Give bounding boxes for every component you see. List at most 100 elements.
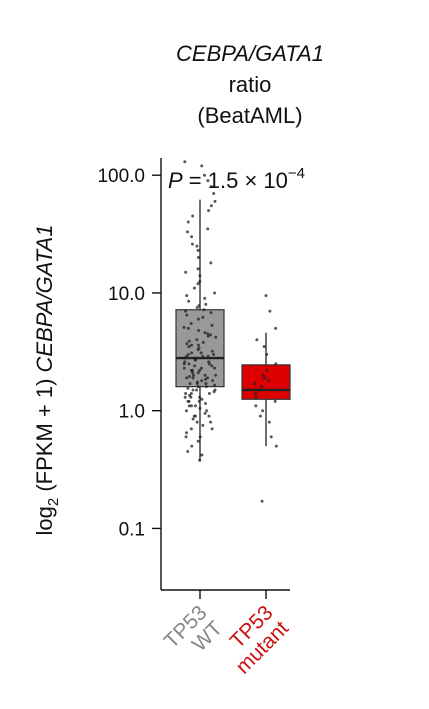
data-point-0-73 bbox=[207, 209, 211, 213]
data-point-0-96 bbox=[197, 328, 201, 332]
data-point-0-102 bbox=[211, 379, 215, 383]
data-point-0-121 bbox=[184, 270, 188, 274]
data-point-0-112 bbox=[187, 404, 191, 408]
data-point-1-23 bbox=[264, 294, 268, 298]
y-axis-label-subscript: 2 bbox=[45, 498, 62, 506]
x-tick-label-1: TP53mutant bbox=[216, 601, 293, 678]
data-point-1-4 bbox=[258, 414, 262, 418]
data-point-0-7 bbox=[210, 427, 214, 431]
data-point-0-38 bbox=[187, 362, 191, 366]
data-point-0-48 bbox=[201, 340, 205, 344]
data-point-0-78 bbox=[206, 179, 210, 183]
data-point-0-2 bbox=[186, 450, 190, 454]
data-point-0-37 bbox=[193, 364, 197, 368]
data-point-0-131 bbox=[182, 325, 186, 329]
data-point-0-19 bbox=[198, 395, 202, 399]
data-point-0-86 bbox=[204, 382, 208, 386]
boxes-layer bbox=[175, 199, 291, 462]
data-point-0-75 bbox=[213, 199, 217, 203]
data-point-1-12 bbox=[253, 382, 257, 386]
data-point-0-52 bbox=[186, 326, 190, 330]
data-point-0-126 bbox=[189, 391, 193, 395]
data-point-1-8 bbox=[254, 395, 258, 399]
data-point-0-93 bbox=[196, 348, 200, 352]
data-point-0-70 bbox=[206, 227, 210, 231]
data-point-0-88 bbox=[191, 371, 195, 375]
data-point-0-113 bbox=[183, 395, 187, 399]
data-point-0-66 bbox=[196, 256, 200, 260]
data-point-0-29 bbox=[200, 379, 204, 383]
data-point-0-13 bbox=[184, 409, 188, 413]
x-tick-label-0: TP53WT bbox=[160, 601, 227, 668]
data-point-0-16 bbox=[204, 402, 208, 406]
data-point-1-21 bbox=[274, 326, 278, 330]
data-point-0-95 bbox=[214, 335, 218, 339]
data-point-0-64 bbox=[196, 267, 200, 271]
data-point-0-130 bbox=[187, 339, 191, 343]
data-point-1-19 bbox=[262, 345, 266, 349]
data-point-0-27 bbox=[188, 382, 192, 386]
data-point-0-141 bbox=[206, 332, 210, 336]
data-point-0-1 bbox=[200, 453, 204, 457]
data-point-0-109 bbox=[210, 364, 214, 368]
data-point-0-10 bbox=[191, 417, 195, 421]
points-layer bbox=[182, 160, 278, 503]
data-point-1-17 bbox=[274, 362, 278, 366]
data-point-0-65 bbox=[209, 261, 213, 265]
data-point-0-140 bbox=[196, 343, 200, 347]
data-point-0-83 bbox=[193, 404, 197, 408]
data-point-0-85 bbox=[195, 388, 199, 392]
p-value-exponent: −4 bbox=[288, 165, 305, 182]
data-point-0-43 bbox=[212, 353, 216, 357]
y-tick-label-3: 0.1 bbox=[119, 519, 145, 540]
data-point-0-124 bbox=[184, 435, 188, 439]
data-point-1-3 bbox=[267, 420, 271, 424]
data-point-0-55 bbox=[185, 313, 189, 317]
data-point-0-114 bbox=[185, 376, 189, 380]
data-point-0-129 bbox=[186, 353, 190, 357]
data-point-0-81 bbox=[183, 160, 187, 164]
data-point-0-133 bbox=[185, 294, 189, 298]
data-point-0-56 bbox=[184, 309, 188, 313]
data-point-0-92 bbox=[201, 354, 205, 358]
data-point-0-91 bbox=[194, 358, 198, 362]
data-point-1-1 bbox=[274, 444, 278, 448]
data-point-0-105 bbox=[187, 345, 191, 349]
p-value-letter: P bbox=[168, 168, 183, 193]
data-point-1-7 bbox=[273, 399, 277, 403]
chart-title-line-2: ratio bbox=[229, 72, 272, 97]
data-point-0-62 bbox=[196, 282, 200, 286]
data-point-0-54 bbox=[196, 317, 200, 321]
data-point-0-128 bbox=[207, 362, 211, 366]
data-point-0-25 bbox=[196, 385, 200, 389]
data-point-0-87 bbox=[206, 376, 210, 380]
data-point-0-32 bbox=[187, 375, 191, 379]
data-point-0-3 bbox=[190, 444, 194, 448]
data-point-0-26 bbox=[213, 383, 217, 387]
data-point-0-5 bbox=[198, 435, 202, 439]
data-point-0-136 bbox=[197, 399, 201, 403]
data-point-0-122 bbox=[191, 388, 195, 392]
data-point-0-127 bbox=[191, 373, 195, 377]
data-point-0-58 bbox=[204, 302, 208, 306]
data-point-1-10 bbox=[256, 388, 260, 392]
data-point-0-68 bbox=[190, 242, 194, 246]
data-point-0-79 bbox=[202, 173, 206, 177]
y-tick-label-0: 100.0 bbox=[97, 166, 145, 187]
p-value-annotation: P = 1.5 × 10−4 bbox=[168, 165, 305, 193]
data-point-0-111 bbox=[209, 420, 213, 424]
data-point-0-98 bbox=[201, 315, 205, 319]
data-point-0-139 bbox=[206, 354, 210, 358]
data-point-1-5 bbox=[261, 409, 265, 413]
data-point-0-11 bbox=[207, 414, 211, 418]
data-point-0-137 bbox=[195, 382, 199, 386]
y-axis-label: log2 (FPKM + 1) CEBPA/GATA1 bbox=[32, 225, 62, 536]
data-point-1-9 bbox=[254, 391, 258, 395]
data-point-0-53 bbox=[189, 322, 193, 326]
data-point-0-123 bbox=[198, 368, 202, 372]
data-point-1-11 bbox=[259, 385, 263, 389]
data-point-0-103 bbox=[190, 368, 194, 372]
data-point-0-6 bbox=[185, 431, 189, 435]
data-point-0-60 bbox=[213, 291, 217, 295]
y-axis-label-italic: CEBPA/GATA1 bbox=[32, 225, 57, 373]
